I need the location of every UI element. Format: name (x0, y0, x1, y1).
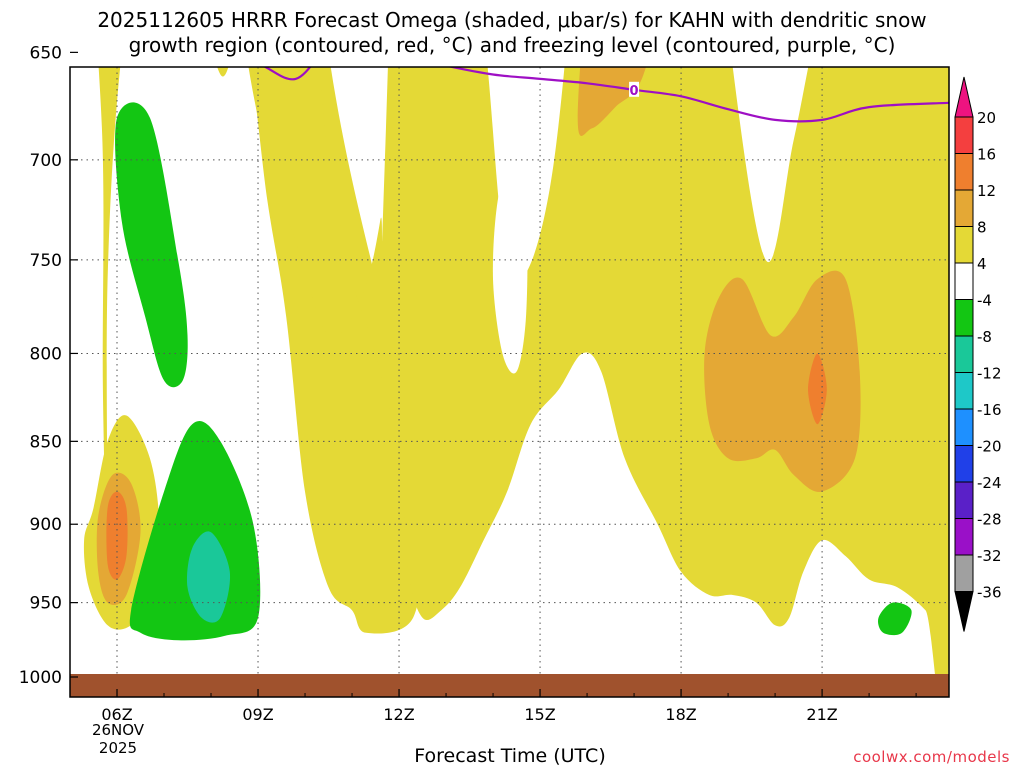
contour-layer: 00 (263, 38, 949, 123)
x-axis: 06Z 09Z 12Z 15Z 18Z 21Z (69, 689, 917, 724)
x-tick-label-18Z: 18Z (665, 705, 696, 724)
colorbar-label-7: -12 (977, 365, 1002, 383)
colorbar-label-0: 20 (977, 109, 996, 127)
colorbar-segment-6 (954, 299, 974, 337)
x-tick-label-15Z: 15Z (524, 705, 555, 724)
colorbar-label-1: 16 (977, 146, 996, 164)
chart-title-line1: 2025112605 HRRR Forecast Omega (shaded, … (97, 8, 927, 32)
colorbar-label-10: -24 (977, 474, 1002, 492)
y-tick-label-750: 750 (30, 251, 62, 271)
date-label-day: 26NOV (92, 721, 145, 739)
colorbar-segment-13 (954, 554, 974, 592)
colorbar-legend: 20 16 12 8 4 -4 -8 -12 -16 -20 -24 -28 -32 -36 (954, 76, 1002, 632)
omega-region-5 (704, 270, 861, 493)
colorbar-label-11: -28 (977, 511, 1002, 529)
omega-region-13 (115, 102, 188, 388)
y-tick-label-800: 800 (30, 344, 62, 364)
chart-title-line2: growth region (contoured, red, °C) and f… (128, 33, 896, 57)
colorbar-top-arrow (954, 76, 974, 118)
colorbar-segment-4 (954, 226, 974, 264)
y-tick-label-950: 950 (30, 594, 62, 614)
colorbar-segment-12 (954, 518, 974, 556)
colorbar-label-3: 8 (977, 219, 987, 237)
omega-region-17 (492, 159, 528, 374)
chart-title: 2025112605 HRRR Forecast Omega (shaded, … (0, 8, 1024, 58)
y-tick-label-900: 900 (30, 515, 62, 535)
colorbar-segment-11 (954, 481, 974, 519)
colorbar-bottom-arrow (954, 591, 974, 632)
x-tick-label-06Z: 06Z (101, 705, 132, 724)
colorbar-label-8: -16 (977, 401, 1002, 419)
colorbar-label-5: -4 (977, 292, 992, 310)
colorbar-segment-1 (954, 116, 974, 154)
contour-line-2 (263, 67, 949, 123)
colorbar-segment-3 (954, 189, 974, 227)
contour-label-0: 0 (348, 40, 357, 55)
colorbar-segment-7 (954, 335, 974, 373)
plot-area: 00 (70, 0, 949, 697)
x-tick-label-21Z: 21Z (806, 705, 837, 724)
grid-layer (70, 67, 949, 697)
date-label-year: 2025 (99, 739, 137, 757)
colorbar-label-13: -36 (977, 584, 1002, 602)
colorbar-segment-5 (954, 262, 974, 300)
colorbar-segment-9 (954, 408, 974, 446)
source-credit: coolwx.com/models (853, 748, 1010, 766)
omega-region-15 (877, 602, 912, 636)
colorbar-segment-10 (954, 445, 974, 483)
colorbar-label-9: -20 (977, 438, 1002, 456)
y-tick-label-700: 700 (30, 151, 62, 171)
plot-frame (69, 66, 950, 698)
colorbar-label-12: -32 (977, 547, 1002, 565)
contour-label-bg-1 (629, 81, 640, 97)
x-tick-label-12Z: 12Z (383, 705, 414, 724)
omega-region-16 (186, 531, 231, 623)
colorbar-label-6: -8 (977, 328, 992, 346)
surface-ground-band (70, 674, 949, 697)
contour-label-bg-0 (347, 38, 357, 53)
omega-region-3 (93, 0, 258, 32)
y-tick-label-650: 650 (30, 43, 62, 63)
colorbar-segment-2 (954, 153, 974, 191)
omega-region-1 (248, 67, 949, 697)
omega-region-0 (98, 67, 423, 634)
omega-shading-layer (83, 0, 949, 697)
omega-region-9 (808, 353, 827, 425)
colorbar-segment-8 (954, 372, 974, 410)
colorbar-label-2: 12 (977, 182, 996, 200)
contour-label-1: 0 (630, 84, 639, 99)
x-axis-title: Forecast Time (UTC) (414, 745, 606, 767)
y-tick-label-1000: 1000 (19, 668, 62, 688)
y-tick-label-850: 850 (30, 432, 62, 452)
y-axis: 2503003504004505005506006507007508008509… (19, 43, 78, 688)
colorbar-label-4: 4 (977, 255, 987, 273)
x-tick-label-09Z: 09Z (242, 705, 273, 724)
